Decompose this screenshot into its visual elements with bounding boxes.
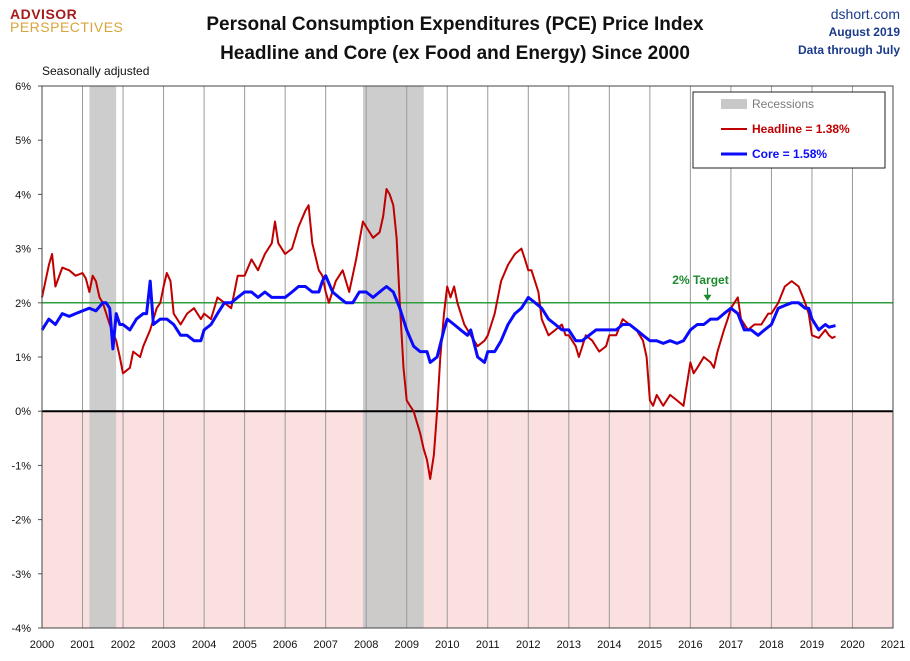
x-tick-2021: 2021 bbox=[881, 639, 905, 651]
y-tick-1%: 1% bbox=[15, 352, 31, 364]
seasonal-note: Seasonally adjusted bbox=[42, 64, 150, 78]
y-tick--3%: -3% bbox=[11, 569, 31, 581]
x-tick-2014: 2014 bbox=[597, 639, 621, 651]
headline-line bbox=[41, 188, 836, 480]
legend-recession-label: Recessions bbox=[752, 97, 814, 111]
x-tick-2002: 2002 bbox=[111, 639, 135, 651]
target-arrow-icon bbox=[703, 294, 712, 301]
chart-title-line2: Headline and Core (ex Food and Energy) S… bbox=[220, 43, 690, 64]
x-tick-2006: 2006 bbox=[273, 639, 297, 651]
legend-recession-swatch bbox=[721, 99, 747, 109]
x-tick-2003: 2003 bbox=[151, 639, 175, 651]
x-tick-2010: 2010 bbox=[435, 639, 459, 651]
y-tick-0%: 0% bbox=[15, 406, 31, 418]
x-tick-2015: 2015 bbox=[638, 639, 662, 651]
date-label: August 2019 bbox=[828, 25, 900, 39]
data-through-label: Data through July bbox=[797, 43, 900, 57]
x-tick-2011: 2011 bbox=[476, 639, 500, 651]
y-tick-2%: 2% bbox=[15, 298, 31, 310]
logo-line1: ADVISOR bbox=[10, 6, 78, 22]
x-tick-2000: 2000 bbox=[30, 639, 54, 651]
x-tick-2009: 2009 bbox=[394, 639, 418, 651]
y-tick-6%: 6% bbox=[15, 81, 31, 93]
x-tick-2013: 2013 bbox=[557, 639, 581, 651]
plot-border bbox=[41, 85, 894, 629]
x-tick-2018: 2018 bbox=[759, 639, 783, 651]
x-tick-2001: 2001 bbox=[70, 639, 94, 651]
x-tick-2004: 2004 bbox=[192, 639, 216, 651]
recession-band-1 bbox=[89, 86, 117, 628]
x-tick-2012: 2012 bbox=[516, 639, 540, 651]
source-label: dshort.com bbox=[830, 6, 900, 22]
chart-title-line1: Personal Consumption Expenditures (PCE) … bbox=[206, 14, 704, 35]
x-tick-2005: 2005 bbox=[232, 639, 256, 651]
y-tick--1%: -1% bbox=[11, 460, 31, 472]
target-label: 2% Target bbox=[672, 273, 728, 287]
y-tick-5%: 5% bbox=[15, 135, 31, 147]
x-tick-2008: 2008 bbox=[354, 639, 378, 651]
y-tick-3%: 3% bbox=[15, 244, 31, 256]
x-tick-2017: 2017 bbox=[719, 639, 743, 651]
recession-band-2 bbox=[362, 86, 424, 628]
logo-line2: PERSPECTIVES bbox=[10, 19, 124, 35]
negative-zone bbox=[42, 411, 893, 628]
x-tick-2020: 2020 bbox=[840, 639, 864, 651]
x-tick-2019: 2019 bbox=[800, 639, 824, 651]
y-tick--4%: -4% bbox=[11, 623, 31, 635]
logo: ADVISOR PERSPECTIVES bbox=[10, 6, 123, 35]
core-line bbox=[40, 274, 836, 364]
x-tick-2016: 2016 bbox=[678, 639, 702, 651]
x-tick-2007: 2007 bbox=[313, 639, 337, 651]
legend-headline-label: Headline = 1.38% bbox=[752, 122, 850, 136]
y-tick--2%: -2% bbox=[11, 515, 31, 527]
legend-core-label: Core = 1.58% bbox=[752, 147, 827, 161]
y-tick-4%: 4% bbox=[15, 189, 31, 201]
